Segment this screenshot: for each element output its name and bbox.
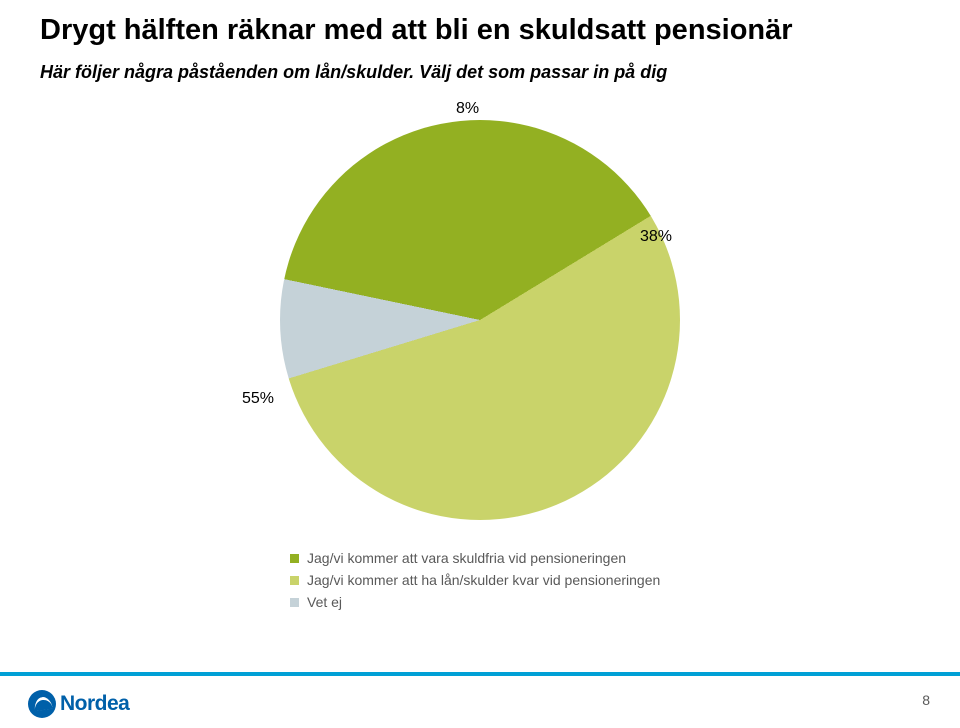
logo-text: Nordea xyxy=(60,692,129,716)
slice-label-1: 38% xyxy=(640,228,672,246)
legend-text: Vet ej xyxy=(307,594,342,610)
legend-item: Vet ej xyxy=(290,594,660,610)
legend-text: Jag/vi kommer att vara skuldfria vid pen… xyxy=(307,550,626,566)
legend-item: Jag/vi kommer att ha lån/skulder kvar vi… xyxy=(290,572,660,588)
slice-label-2: 55% xyxy=(242,390,274,408)
footer-divider xyxy=(0,672,960,676)
page-title: Drygt hälften räknar med att bli en skul… xyxy=(40,14,793,47)
page-subtitle: Här följer några påståenden om lån/skuld… xyxy=(40,62,667,83)
page-number: 8 xyxy=(922,692,930,708)
slice-label-0: 8% xyxy=(456,100,479,118)
legend-swatch xyxy=(290,576,299,585)
brand-logo: Nordea xyxy=(28,690,129,718)
pie-body xyxy=(280,120,680,520)
legend-item: Jag/vi kommer att vara skuldfria vid pen… xyxy=(290,550,660,566)
legend-text: Jag/vi kommer att ha lån/skulder kvar vi… xyxy=(307,572,660,588)
legend: Jag/vi kommer att vara skuldfria vid pen… xyxy=(290,550,660,616)
legend-swatch xyxy=(290,598,299,607)
logo-mark-icon xyxy=(28,690,56,718)
pie-chart: 8% 38% 55% xyxy=(280,120,680,520)
legend-swatch xyxy=(290,554,299,563)
